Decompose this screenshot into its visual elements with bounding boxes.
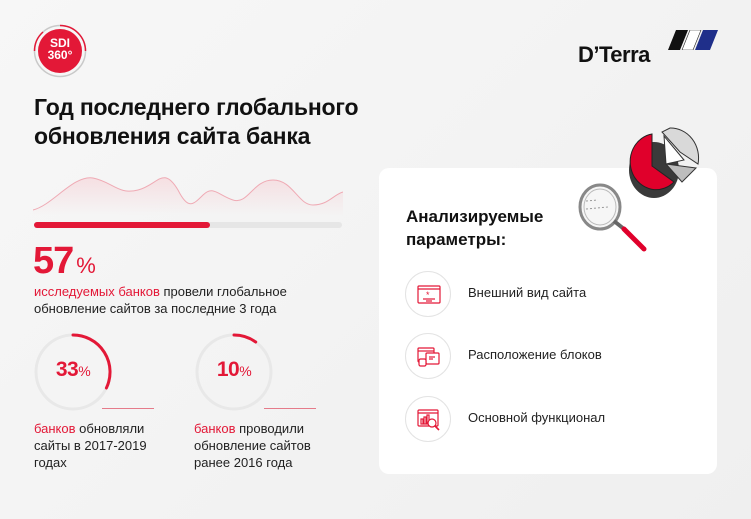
title-line1: Год последнего глобального [34,94,359,120]
decorative-wave-chart [33,177,343,215]
stat-10-value: 10% [194,358,274,382]
parameter-label-appearance: Внешний вид сайта [468,285,587,300]
stat-10-number: 10 [216,358,240,381]
stat-33-text-line2: сайты в 2017-2019 [34,438,147,453]
main-stat-text-line2: обновление сайтов за последние 3 года [34,301,277,316]
main-stat-value: 57% [33,240,96,286]
stat-10-divider [264,408,316,409]
stat-33-unit: % [78,363,91,379]
dterra-logo-text: D’Terra [578,42,650,67]
main-stat-number: 57 [33,240,74,282]
stat-33-value: 33% [33,358,113,382]
main-stat-text-line1: провели глобальное [159,284,287,299]
stat-10-text-line1: проводили [235,421,305,436]
stat-33-description: банков обновляли сайты в 2017-2019 годах [34,420,147,471]
main-stat-highlight: исследуемых банков [34,284,160,299]
parameters-title-line1: Анализируемые [406,207,544,226]
stat-33-highlight: банков [34,421,76,436]
stat-10-highlight: банков [194,421,236,436]
magnifier-illustration-icon [578,183,647,252]
main-stat-description: исследуемых банков провели глобальное об… [34,283,287,317]
stat-33-text-line1: обновляли [75,421,145,436]
stat-10-unit: % [239,363,252,379]
progress-bar-fill [34,222,210,228]
stat-33-divider [102,408,154,409]
ring-chart-10 [195,333,273,411]
parameter-label-functionality: Основной функционал [468,410,606,425]
page-title: Год последнего глобального обновления са… [34,93,359,151]
progress-bar-track [34,222,342,228]
sdi-logo-line2: 360° [47,48,73,62]
stat-33-number: 33 [55,358,79,381]
stat-10-text-line2: обновление сайтов [194,438,311,453]
parameters-title-line2: параметры: [406,230,507,249]
parameters-title: Анализируемые параметры: [406,205,543,251]
sdi-360-logo: SDI 360° [33,24,87,78]
title-line2: обновления сайта банка [34,123,311,149]
main-stat-unit: % [76,253,96,278]
analytics-search-icon [405,396,451,442]
svg-text:*: * [426,290,430,300]
layout-blocks-icon [405,333,451,379]
pie-chart-illustration-icon [629,127,700,198]
parameter-label-layout: Расположение блоков [468,347,602,362]
dterra-logo-stripes-icon [668,30,718,50]
ring-chart-33 [34,333,112,411]
sdi-logo-line1: SDI [49,36,70,50]
browser-window-icon: * [405,271,451,317]
stat-10-description: банков проводили обновление сайтов ранее… [194,420,311,471]
sdi-logo-text: SDI 360° [33,37,87,61]
stat-10-text-line3: ранее 2016 года [194,455,293,470]
stat-33-text-line3: годах [34,455,67,470]
